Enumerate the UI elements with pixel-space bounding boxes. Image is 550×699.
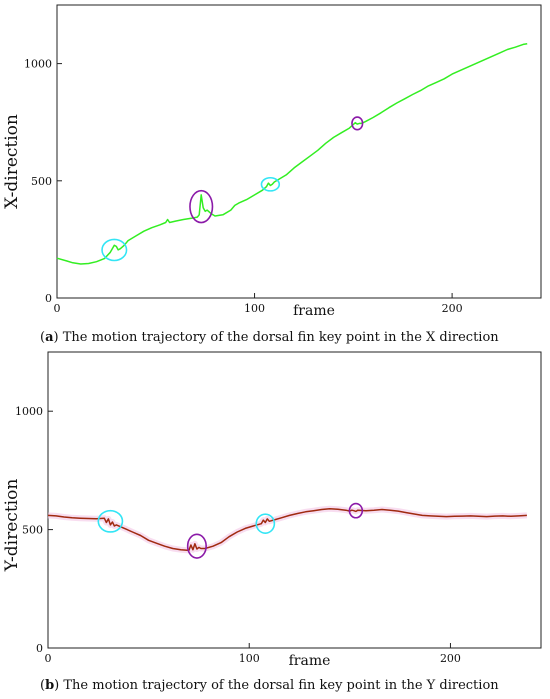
anomaly-marker-a-4 [351, 116, 364, 131]
anomaly-marker-b-4 [348, 502, 364, 519]
y-tick-label-a-1000: 1000 [24, 58, 52, 71]
plot-frame-a [56, 4, 542, 299]
trajectory-line-a-0 [56, 42, 528, 265]
x-tick-label-b-200: 200 [440, 652, 461, 665]
x-tick-label-a-0: 0 [54, 302, 61, 315]
x-tick-label-a-100: 100 [244, 302, 265, 315]
caption-b: (b) The motion trajectory of the dorsal … [40, 678, 499, 693]
y-axis-label-b: Y-direction [2, 479, 22, 573]
trajectory-line-b-0 [47, 508, 527, 552]
anomaly-marker-b-1 [97, 509, 124, 533]
y-tick-label-a-500: 500 [31, 175, 52, 188]
caption-b-tag: b [45, 678, 55, 693]
y-tick-label-a-0: 0 [45, 292, 52, 305]
anomaly-marker-a-2 [189, 189, 214, 224]
x-tick-label-a-200: 200 [442, 302, 463, 315]
anomaly-marker-b-2 [186, 533, 207, 559]
y-tick-label-b-500: 500 [22, 524, 43, 537]
anomaly-marker-a-3 [260, 176, 281, 192]
anomaly-marker-b-3 [255, 513, 276, 534]
y-tick-label-b-0: 0 [36, 642, 43, 655]
x-tick-label-b-0: 0 [45, 652, 52, 665]
anomaly-marker-a-1 [101, 238, 128, 262]
x-tick-label-b-100: 100 [239, 652, 260, 665]
panel-b-chart: 0 100 200 0 500 1000 frame Y-direction [2, 351, 542, 669]
x-axis-label-a: frame [293, 303, 335, 319]
y-axis-label-a: X-direction [2, 114, 22, 209]
plot-frame-b [47, 351, 542, 649]
y-tick-label-b-1000: 1000 [15, 405, 43, 418]
caption-a-text: The motion trajectory of the dorsal fin … [62, 330, 499, 345]
caption-b-text: The motion trajectory of the dorsal fin … [63, 678, 499, 693]
caption-a-tag: a [45, 330, 54, 345]
caption-a: (a) The motion trajectory of the dorsal … [40, 330, 499, 345]
x-axis-label-b: frame [289, 653, 331, 669]
panel-a-chart: 0 100 200 0 500 1000 frame X-direction [2, 4, 542, 319]
